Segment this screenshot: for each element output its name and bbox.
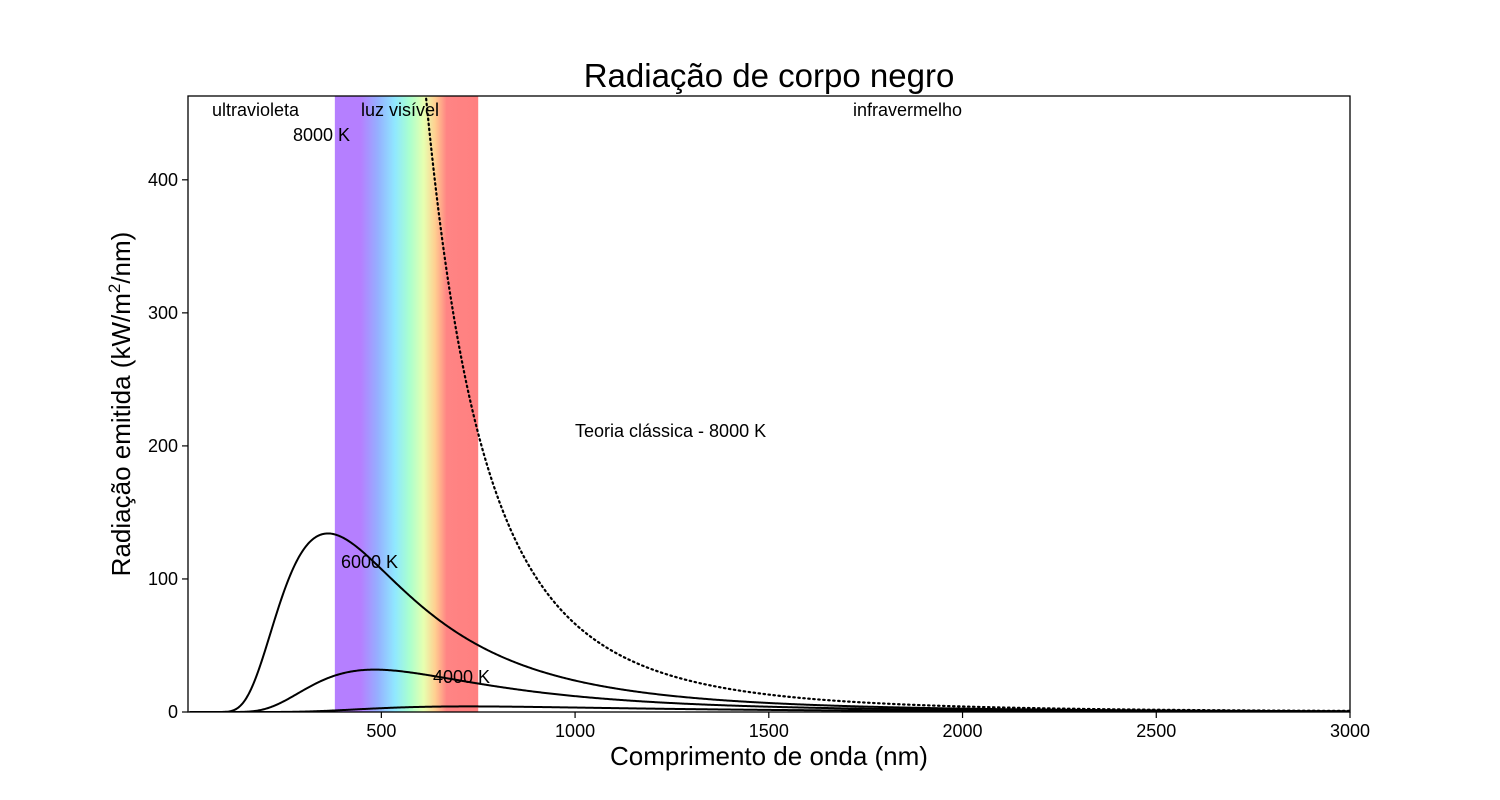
y-tick-label: 400	[148, 170, 178, 190]
ultraviolet-label: ultravioleta	[212, 100, 300, 120]
visible-light-label: luz visível	[361, 100, 439, 120]
y-axis-label: Radiação emitida (kW/m2/nm)	[105, 232, 136, 577]
series-line-3	[424, 96, 1350, 712]
chart-title: Radiação de corpo negro	[584, 57, 955, 94]
y-axis-label-sup: 2	[105, 284, 124, 293]
y-axis-label-main: Radiação emitida (kW/m	[106, 293, 136, 576]
y-tick-label: 300	[148, 303, 178, 323]
x-tick-label: 500	[366, 721, 396, 741]
x-tick-label: 1000	[555, 721, 595, 741]
curve-label-6000k: 6000 K	[341, 552, 398, 572]
visible-light-band	[334, 96, 479, 712]
x-tick-label: 2000	[943, 721, 983, 741]
x-axis-label: Comprimento de onda (nm)	[610, 741, 928, 771]
x-tick-label: 3000	[1330, 721, 1370, 741]
y-tick-label: 100	[148, 569, 178, 589]
y-axis: 0 100 200 300 400	[148, 170, 188, 722]
y-axis-label-end: /nm)	[106, 232, 136, 284]
x-tick-label: 1500	[749, 721, 789, 741]
y-tick-label: 0	[168, 702, 178, 722]
plot-area	[189, 96, 1350, 712]
curve-label-classical: Teoria clássica - 8000 K	[575, 421, 766, 441]
x-axis: 500 1000 1500 2000 2500 3000	[366, 712, 1370, 741]
infrared-label: infravermelho	[853, 100, 962, 120]
x-tick-label: 2500	[1136, 721, 1176, 741]
curve-label-8000k: 8000 K	[293, 125, 350, 145]
curve-label-4000k: 4000 K	[433, 667, 490, 687]
y-tick-label: 200	[148, 436, 178, 456]
